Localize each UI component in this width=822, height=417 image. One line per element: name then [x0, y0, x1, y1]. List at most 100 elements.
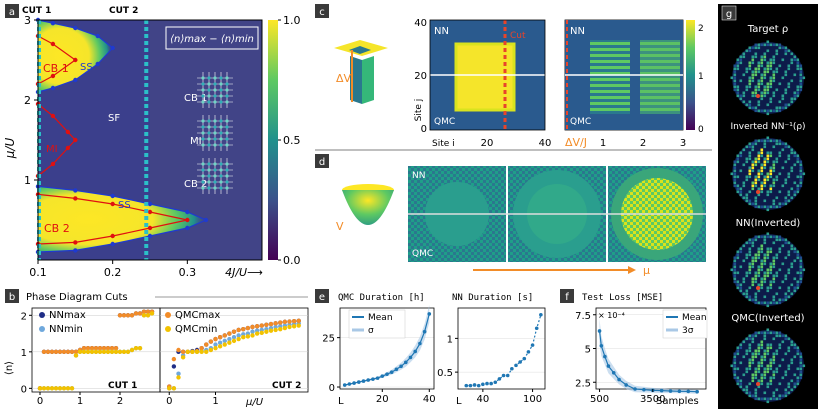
pixel	[772, 73, 776, 77]
pixel	[733, 376, 737, 380]
pixel	[733, 256, 737, 260]
pixel	[745, 388, 749, 392]
point-QMCmax	[180, 349, 186, 355]
pixel	[763, 91, 767, 95]
lattice-site	[213, 119, 217, 123]
point-QMCmax	[61, 349, 67, 355]
pixel	[757, 331, 761, 335]
pixel	[757, 85, 761, 89]
pixel	[748, 361, 752, 365]
pixel	[751, 61, 755, 65]
pixel	[793, 181, 797, 185]
point-QMCmin	[141, 313, 147, 318]
pixel	[763, 301, 767, 305]
pixel	[763, 253, 767, 257]
pixel	[754, 238, 758, 242]
pixel	[772, 373, 776, 377]
pixel	[733, 88, 737, 92]
pixel	[736, 67, 740, 71]
pixel	[751, 280, 755, 284]
point-QMCmin	[61, 386, 67, 391]
pixel	[766, 208, 770, 212]
pixel	[790, 358, 794, 362]
pixel	[796, 286, 800, 290]
lattice-site	[219, 131, 223, 135]
pixel	[790, 97, 794, 101]
pixel	[748, 382, 752, 386]
pixel	[799, 64, 803, 68]
heatmap: ⟨n⟩max − ⟨n⟩min CB 1 SS SF MI CB 2 SS CB…	[35, 17, 262, 260]
lattice-site	[201, 125, 205, 129]
pixel	[745, 370, 749, 374]
pixel	[760, 361, 764, 365]
pixel	[772, 352, 776, 356]
pixel	[799, 271, 803, 275]
pixel	[757, 139, 761, 143]
pixel	[793, 97, 797, 101]
pixel	[739, 58, 743, 62]
pixel	[772, 274, 776, 278]
pixel	[772, 70, 776, 74]
pixel	[793, 151, 797, 155]
pixel	[799, 370, 803, 374]
point-QMCmax	[254, 324, 260, 329]
pixel	[739, 250, 743, 254]
lattice-site	[207, 186, 211, 190]
pixel	[799, 184, 803, 188]
pixel	[784, 274, 788, 278]
point-NNmax	[171, 364, 177, 369]
pixel	[748, 67, 752, 71]
pixel	[799, 163, 803, 167]
pixel	[772, 355, 776, 359]
mean-point	[476, 383, 481, 388]
pixel	[751, 259, 755, 263]
pixel	[730, 364, 734, 368]
cut2-label: CUT 2	[109, 6, 138, 16]
pixel	[784, 292, 788, 296]
point-QMCmin	[199, 349, 204, 355]
pixel	[733, 163, 737, 167]
pixel	[799, 67, 803, 71]
lattice-site	[225, 76, 229, 80]
mean-point	[597, 329, 602, 333]
pixel	[733, 259, 737, 263]
pixel	[760, 97, 764, 101]
well-side-right	[362, 56, 374, 104]
region-ss-bottom: SS	[118, 200, 131, 211]
pixel	[742, 388, 746, 392]
pixel	[751, 106, 755, 110]
pixel	[784, 334, 788, 338]
pixel	[799, 277, 803, 281]
pixel	[796, 379, 800, 383]
pixel	[757, 379, 761, 383]
panel-a-letter: a	[9, 7, 15, 18]
cb-point	[65, 129, 71, 135]
pixel	[757, 43, 761, 47]
mean-point	[603, 354, 607, 359]
pixel	[733, 79, 737, 83]
point-QMCmin	[113, 349, 119, 355]
pixel	[775, 367, 779, 371]
cb-point	[65, 145, 71, 151]
pixel	[760, 364, 764, 368]
point-QMCmin	[49, 386, 55, 391]
pixel	[766, 112, 770, 116]
pixel	[754, 94, 758, 98]
pixel	[763, 277, 767, 281]
point-QMCmax	[101, 345, 107, 351]
point-QMCmin	[85, 349, 91, 355]
pixel	[793, 346, 797, 350]
pixel	[751, 148, 755, 152]
pixel	[790, 61, 794, 65]
pixel	[787, 271, 791, 275]
pixel	[751, 160, 755, 164]
pixel	[772, 169, 776, 173]
point-QMCmin	[57, 386, 63, 391]
pixel	[751, 70, 755, 74]
mean-point	[526, 350, 531, 354]
pixel	[760, 163, 764, 167]
pixel	[742, 292, 746, 296]
pixel	[736, 352, 740, 356]
point-QMCmin	[69, 386, 75, 391]
